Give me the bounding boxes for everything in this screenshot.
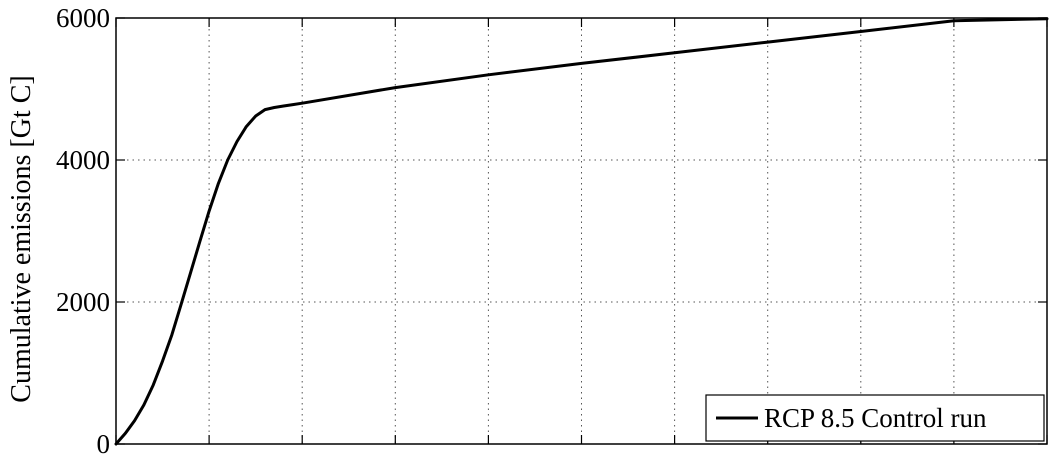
y-tick-label: 4000 — [56, 145, 110, 175]
legend: RCP 8.5 Control run — [705, 394, 1045, 442]
plot-frame — [115, 17, 1048, 445]
y-tick-label: 6000 — [56, 3, 110, 33]
axis-ticks: 0 2000 4000 6000 — [56, 3, 1048, 459]
series-layer — [114, 17, 1049, 446]
y-tick-label: 2000 — [56, 287, 110, 317]
y-tick-label: 0 — [97, 429, 111, 459]
y-axis-label: Cumulative emissions [Gt C] — [6, 75, 37, 402]
series-line — [114, 17, 1049, 446]
legend-box — [705, 394, 1045, 442]
grid — [116, 18, 1047, 444]
legend-label: RCP 8.5 Control run — [764, 403, 987, 433]
